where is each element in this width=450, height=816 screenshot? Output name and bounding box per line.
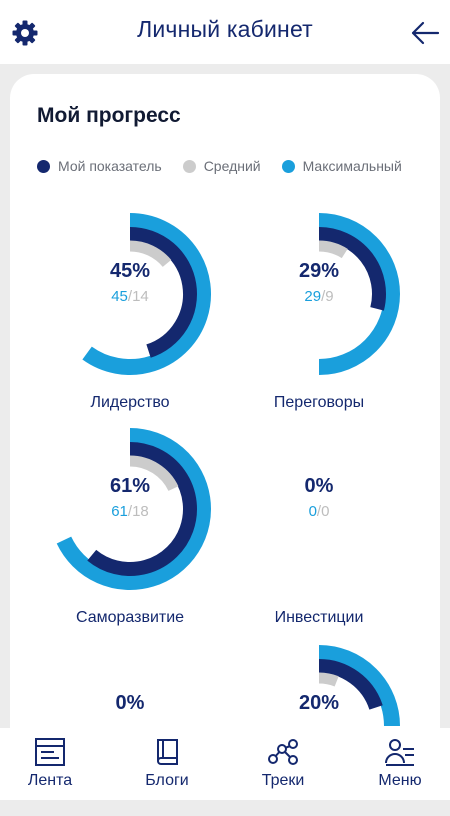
gauge-percent: 0%: [304, 475, 334, 497]
gauge-ring-mine: [87, 442, 197, 576]
gauge-label-investments: Инвестиции: [274, 609, 364, 626]
gauge-ring-mine: [318, 659, 383, 710]
gauge-label-negotiations: Переговоры: [273, 394, 365, 411]
gauge-separator: /: [316, 503, 322, 520]
gauge-values: 29/9: [229, 288, 409, 305]
legend-label-max: Максимальный: [302, 158, 402, 174]
gauge-ring-max: [318, 645, 400, 727]
legend-item-mine: Мой показатель: [37, 158, 162, 174]
gauge-sixth[interactable]: 20%: [229, 636, 409, 816]
gauge-ring-max: [318, 213, 400, 375]
legend-label-mine: Мой показатель: [58, 158, 162, 174]
legend-dot-average: [182, 159, 196, 173]
gauge-ring-max: [82, 213, 211, 375]
book-icon: [157, 739, 178, 765]
gauge-investments[interactable]: 0% 0/0: [229, 419, 409, 599]
gauge-ring-average: [129, 455, 179, 492]
nav-label-blogs: Блоги: [145, 772, 189, 789]
gauge-separator: /: [127, 288, 133, 305]
nav-item-tracks[interactable]: Треки: [233, 728, 333, 800]
gauge-values: 45/14: [40, 288, 220, 305]
gauge-average-value: 18: [132, 503, 149, 520]
menu-person-icon: [385, 739, 414, 766]
gauge-ring-average: [129, 240, 172, 268]
gauge-ring-mine: [318, 227, 386, 311]
gauge-self-development-rings: [56, 428, 211, 590]
page-title: Личный кабинет: [137, 16, 313, 42]
nav-item-blogs[interactable]: Блоги: [117, 728, 217, 800]
legend-dot-max: [281, 159, 295, 173]
gauge-percent: 0%: [115, 692, 145, 714]
gauge-values: 61/18: [40, 503, 220, 520]
gauge-self-development[interactable]: 61% 61/18: [40, 419, 220, 599]
gauge-average-value: 9: [325, 288, 334, 305]
gauge-percent: 61%: [109, 475, 151, 497]
gauge-values: 0/0: [229, 503, 409, 520]
chart-legend: Мой показатель Средний Максимальный: [37, 156, 423, 176]
gauge-mine-value: 61: [111, 503, 128, 520]
gear-icon[interactable]: [11, 19, 39, 47]
bottom-navigation: Лента Блоги Треки Меню: [0, 728, 450, 800]
gauge-ring-max: [56, 428, 211, 590]
gauge-ring-mine: [129, 227, 197, 358]
gauge-ring-average: [318, 240, 348, 259]
gauge-fifth[interactable]: 0%: [40, 636, 220, 816]
gauge-mine-value: 0: [308, 503, 317, 520]
progress-title: Мой прогресс: [37, 104, 181, 127]
gauge-percent: 29%: [298, 260, 340, 282]
nav-label-menu: Меню: [378, 772, 422, 789]
app-header: Личный кабинет: [0, 0, 450, 64]
tracks-icon: [268, 739, 298, 765]
legend-dot-mine: [37, 159, 50, 173]
gauge-average-value: 14: [132, 288, 149, 305]
nav-label-tracks: Треки: [261, 772, 305, 789]
gauge-negotiations-rings: [318, 213, 400, 375]
gauge-percent: 45%: [109, 260, 151, 282]
gauge-label-self-development: Саморазвитие: [75, 609, 185, 626]
nav-label-feed: Лента: [27, 772, 73, 789]
feed-icon: [35, 738, 65, 766]
gauge-ring-average: [318, 672, 339, 687]
gauge-mine-value: 45: [111, 288, 128, 305]
gauge-average-value: 0: [321, 503, 330, 520]
legend-item-max: Максимальный: [281, 158, 402, 174]
gauge-percent: 20%: [298, 692, 340, 714]
legend-label-average: Средний: [203, 158, 261, 174]
gauge-separator: /: [321, 288, 326, 305]
gauge-leadership-rings: [82, 213, 211, 375]
nav-item-feed[interactable]: Лента: [0, 728, 100, 800]
back-arrow-icon[interactable]: [410, 20, 440, 46]
gauge-mine-value: 29: [304, 288, 322, 305]
legend-item-average: Средний: [182, 158, 261, 174]
gauge-sixth-rings: [318, 645, 400, 727]
gauge-negotiations[interactable]: 29% 29/9: [229, 204, 409, 384]
nav-item-menu[interactable]: Меню: [350, 728, 450, 800]
gauge-separator: /: [127, 503, 133, 520]
progress-card: Мой прогресс Мой показатель Средний Макс…: [10, 74, 440, 774]
gauge-label-leadership: Лидерство: [90, 394, 170, 411]
gauge-leadership[interactable]: 45% 45/14: [40, 204, 220, 384]
